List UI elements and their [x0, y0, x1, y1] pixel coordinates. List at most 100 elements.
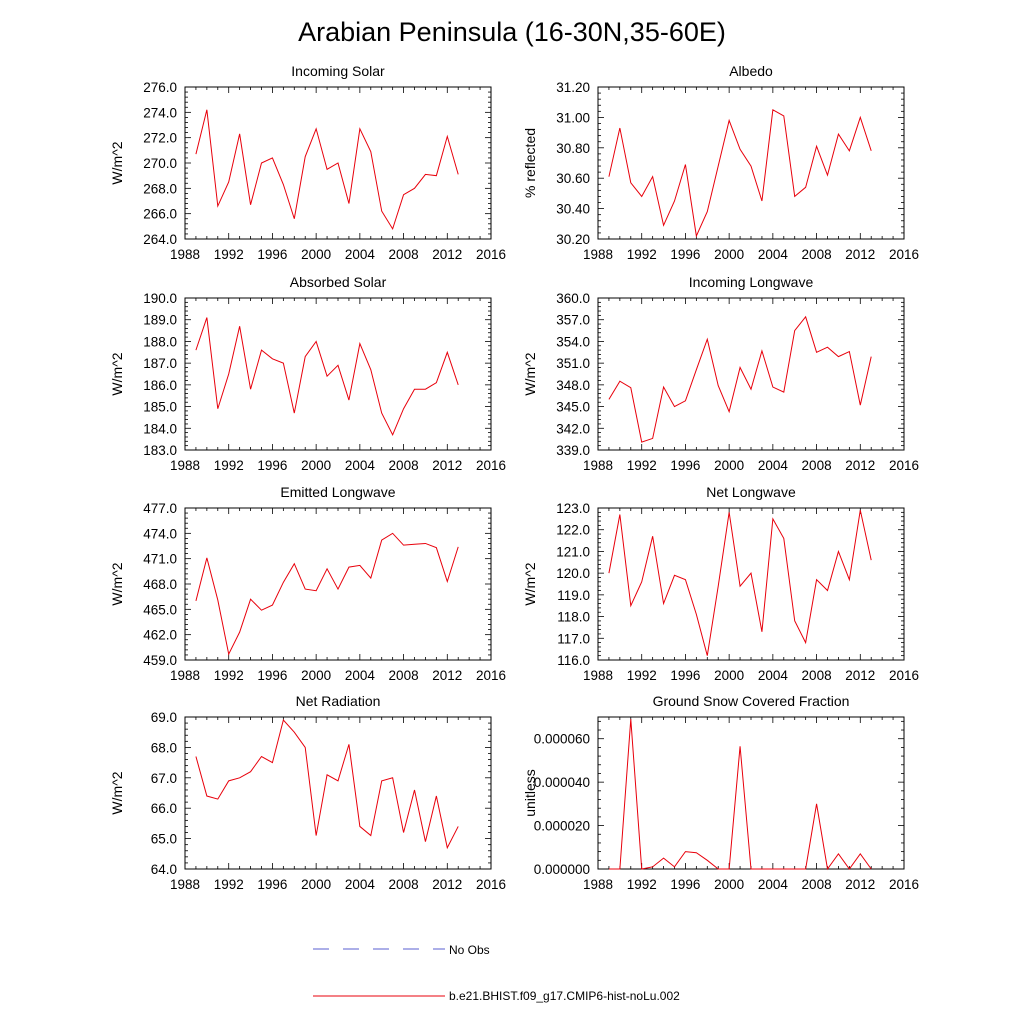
legend-label-no-obs: No Obs: [449, 943, 490, 957]
panel-title: Net Radiation: [296, 693, 381, 709]
y-tick-label: 272.0: [143, 131, 177, 146]
y-tick-label: 183.0: [143, 443, 177, 458]
plot-frame: [184, 86, 492, 240]
y-tick-label: 31.00: [556, 110, 590, 125]
x-tick-label: 2016: [476, 458, 506, 473]
y-tick-label: 345.0: [556, 400, 590, 415]
legend-entry-no-obs: No Obs: [313, 943, 490, 957]
y-tick-label: 66.0: [151, 801, 177, 816]
x-tick-label: 1996: [670, 668, 700, 683]
y-tick-label: 468.0: [143, 577, 177, 592]
x-tick-label: 1992: [214, 247, 244, 262]
x-tick-label: 2000: [714, 877, 744, 892]
y-tick-label: 264.0: [143, 232, 177, 247]
y-tick-label: 360.0: [556, 291, 590, 306]
y-tick-label: 276.0: [143, 80, 177, 95]
x-tick-label: 1992: [627, 458, 657, 473]
x-tick-label: 1988: [583, 877, 613, 892]
x-tick-label: 1996: [257, 877, 287, 892]
y-tick-label: 189.0: [143, 313, 177, 328]
panel-net-longwave: Net Longwave W/m^2 1988 1992 1996 2000 2004 200…: [522, 484, 919, 683]
y-axis-label: W/m^2: [522, 352, 538, 395]
panel-title: Incoming Solar: [291, 63, 385, 79]
x-tick-label: 2004: [758, 458, 789, 473]
x-tick-label: 2012: [845, 247, 875, 262]
y-axis-label: W/m^2: [109, 352, 125, 395]
panels: Incoming Solar W/m^2 1988 1992 1996 2000 2004 2…: [109, 63, 919, 892]
x-tick-label: 2016: [889, 877, 919, 892]
y-tick-label: 0.000000: [534, 862, 590, 877]
x-tick-label: 2008: [802, 458, 832, 473]
y-tick-label: 274.0: [143, 105, 177, 120]
y-tick-label: 185.0: [143, 400, 177, 415]
y-tick-label: 69.0: [151, 710, 177, 725]
y-tick-label: 474.0: [143, 526, 177, 541]
x-tick-label: 2016: [476, 247, 506, 262]
series-line-b-e21-bhist-f09-g17-cmip6-hist-nolu-002: [195, 532, 459, 656]
y-tick-label: 184.0: [143, 421, 177, 436]
x-tick-label: 2012: [432, 668, 462, 683]
y-tick-label: 459.0: [143, 653, 177, 668]
x-tick-label: 1992: [627, 668, 657, 683]
x-tick-label: 2000: [301, 668, 331, 683]
y-tick-label: 465.0: [143, 602, 177, 617]
x-tick-label: 2004: [345, 247, 376, 262]
y-axis-label: % reflected: [522, 128, 538, 198]
series-line-b-e21-bhist-f09-g17-cmip6-hist-nolu-002: [608, 315, 872, 443]
x-tick-label: 2000: [714, 458, 744, 473]
x-tick-label: 2000: [301, 247, 331, 262]
panel-net-radiation: Net Radiation W/m^2 1988 1992 1996 2000 2004 20…: [109, 693, 506, 892]
x-tick-label: 2008: [389, 247, 419, 262]
x-tick-label: 1992: [214, 668, 244, 683]
legend: No Obs b.e21.BHIST.f09_g17.CMIP6-hist-no…: [313, 943, 680, 1003]
x-tick-label: 2012: [432, 247, 462, 262]
y-tick-label: 31.20: [556, 80, 590, 95]
x-tick-label: 2012: [432, 458, 462, 473]
x-tick-label: 1992: [214, 458, 244, 473]
x-tick-label: 1996: [670, 247, 700, 262]
panel-title: Absorbed Solar: [290, 274, 387, 290]
y-tick-label: 348.0: [556, 378, 590, 393]
panel-title: Albedo: [729, 63, 773, 79]
series-line-b-e21-bhist-f09-g17-cmip6-hist-nolu-002: [608, 109, 872, 238]
panel-title: Emitted Longwave: [280, 484, 395, 500]
plot-frame: [184, 507, 492, 661]
y-axis-label: W/m^2: [522, 562, 538, 605]
plot-frame: [184, 297, 492, 451]
y-tick-label: 462.0: [143, 628, 177, 643]
x-tick-label: 2008: [802, 247, 832, 262]
y-axis-label: unitless: [522, 769, 538, 816]
x-tick-label: 2000: [301, 458, 331, 473]
x-tick-label: 2004: [758, 247, 789, 262]
x-tick-label: 2004: [345, 458, 376, 473]
y-tick-label: 118.0: [557, 610, 590, 625]
y-tick-label: 117.0: [557, 631, 590, 646]
y-tick-label: 30.40: [556, 202, 590, 217]
y-tick-label: 268.0: [143, 181, 177, 196]
y-tick-label: 270.0: [143, 156, 177, 171]
y-axis-label: W/m^2: [109, 141, 125, 184]
x-tick-label: 1996: [257, 247, 287, 262]
y-tick-label: 188.0: [143, 334, 177, 349]
x-tick-label: 1992: [627, 877, 657, 892]
y-tick-label: 119.0: [557, 588, 590, 603]
x-tick-label: 2004: [345, 668, 376, 683]
y-tick-label: 477.0: [143, 501, 177, 516]
x-tick-label: 1996: [670, 877, 700, 892]
y-tick-label: 30.60: [556, 171, 590, 186]
x-tick-label: 2004: [758, 668, 789, 683]
panel-incoming-solar: Incoming Solar W/m^2 1988 1992 1996 2000 2004 2…: [109, 63, 506, 262]
y-tick-label: 116.0: [557, 653, 590, 668]
panel-title: Net Longwave: [706, 484, 796, 500]
panel-title: Ground Snow Covered Fraction: [653, 693, 850, 709]
y-tick-label: 187.0: [143, 356, 177, 371]
x-tick-label: 1988: [583, 247, 613, 262]
series-line-b-e21-bhist-f09-g17-cmip6-hist-nolu-002: [195, 719, 459, 850]
y-tick-label: 68.0: [151, 740, 177, 755]
y-tick-label: 266.0: [143, 207, 177, 222]
y-tick-label: 186.0: [143, 378, 177, 393]
panel-incoming-longwave: Incoming Longwave W/m^2 1988 1992 1996 2000 20…: [522, 274, 919, 473]
x-tick-label: 1988: [583, 668, 613, 683]
x-tick-label: 1988: [170, 247, 200, 262]
